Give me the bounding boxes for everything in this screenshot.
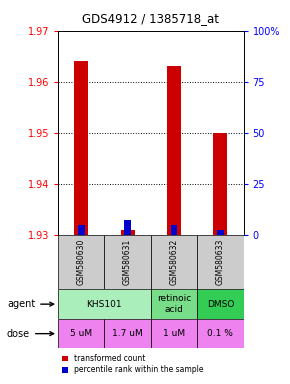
Bar [151,319,197,348]
Bar [58,319,104,348]
Legend: transformed count, percentile rank within the sample: transformed count, percentile rank withi… [62,354,204,374]
Bar [78,225,85,235]
Bar [197,290,244,319]
Bar [58,235,104,290]
Bar [171,225,177,235]
Text: agent: agent [7,299,54,309]
Text: KHS101: KHS101 [87,300,122,309]
Text: GSM580630: GSM580630 [77,239,86,285]
Bar [58,290,151,319]
Text: 1.7 uM: 1.7 uM [112,329,143,338]
Text: DMSO: DMSO [207,300,234,309]
Bar [74,61,88,235]
Bar [197,235,244,290]
Text: GSM580633: GSM580633 [216,239,225,285]
Text: 1 uM: 1 uM [163,329,185,338]
Text: 0.1 %: 0.1 % [207,329,233,338]
Bar [151,235,197,290]
Bar [104,319,151,348]
Bar [197,319,244,348]
Bar [124,220,131,235]
Bar [151,290,197,319]
Text: GDS4912 / 1385718_at: GDS4912 / 1385718_at [82,12,219,25]
Bar [104,235,151,290]
Text: dose: dose [7,329,54,339]
Text: GSM580632: GSM580632 [169,239,179,285]
Bar [217,230,224,235]
Text: retinoic
acid: retinoic acid [157,295,191,314]
Bar [213,133,227,235]
Text: GSM580631: GSM580631 [123,239,132,285]
Bar [167,66,181,235]
Text: 5 uM: 5 uM [70,329,92,338]
Bar [121,230,135,235]
